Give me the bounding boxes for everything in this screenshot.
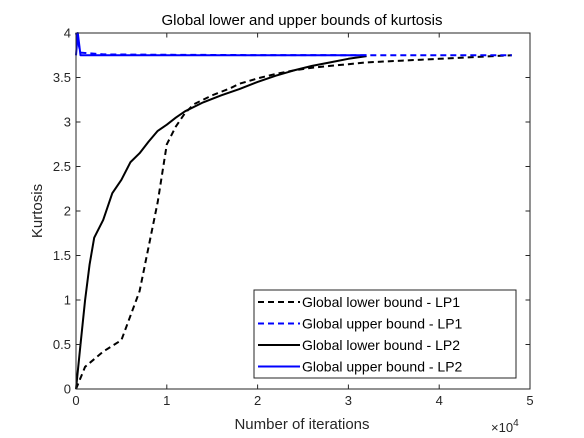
x-tick-label: 2: [254, 393, 261, 408]
legend-label-1: Global lower bound - LP1: [302, 294, 460, 310]
x-tick-label: 4: [436, 393, 443, 408]
series-line-1: [75, 54, 512, 390]
legend-label-2: Global upper bound - LP1: [302, 316, 463, 332]
y-tick-label: 2: [64, 204, 71, 219]
x-axis-label: Number of iterations: [234, 416, 369, 433]
y-tick-label: 2.5: [53, 159, 71, 174]
x-tick-label: 3: [345, 393, 352, 408]
y-tick-label: 0.5: [53, 337, 71, 352]
chart-title: Global lower and upper bounds of kurtosi…: [161, 12, 442, 29]
x-tick-label: 1: [163, 393, 170, 408]
legend-label-3: Global lower bound - LP2: [302, 337, 460, 353]
x-multiplier-base: ×10: [491, 420, 513, 435]
series-line-3: [75, 55, 367, 390]
x-tick-label: 5: [526, 393, 533, 408]
ticks-layer: 0 1 2 3 4 5 0 0.5 1 1.5 2 2.5 3 3.5 4: [53, 26, 534, 409]
y-tick-label: 3.5: [53, 70, 71, 85]
y-tick-label: 1.5: [53, 248, 71, 263]
x-tick-label: 0: [72, 393, 79, 408]
x-multiplier-exponent: 4: [513, 418, 519, 429]
legend-label-4: Global upper bound - LP2: [302, 359, 463, 375]
y-tick-label: 0: [64, 382, 71, 397]
y-tick-label: 1: [64, 293, 71, 308]
y-tick-label: 4: [64, 26, 71, 41]
y-axis-label: Kurtosis: [29, 184, 46, 238]
x-multiplier: ×104: [491, 418, 519, 435]
legend: Global lower bound - LP1 Global upper bou…: [253, 289, 517, 379]
legend-box: [253, 289, 517, 379]
y-tick-label: 3: [64, 115, 71, 130]
